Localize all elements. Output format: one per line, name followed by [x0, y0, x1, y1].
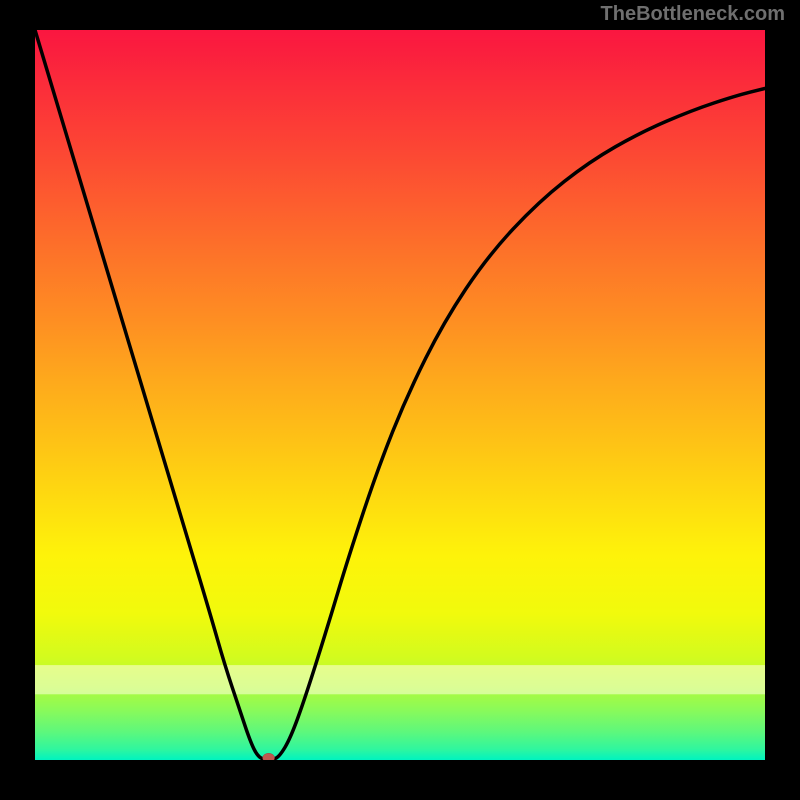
- bottleneck-chart: TheBottleneck.com: [0, 0, 800, 800]
- plot-area: [35, 30, 765, 762]
- watermark-text: TheBottleneck.com: [601, 3, 785, 25]
- highlight-band: [35, 665, 765, 694]
